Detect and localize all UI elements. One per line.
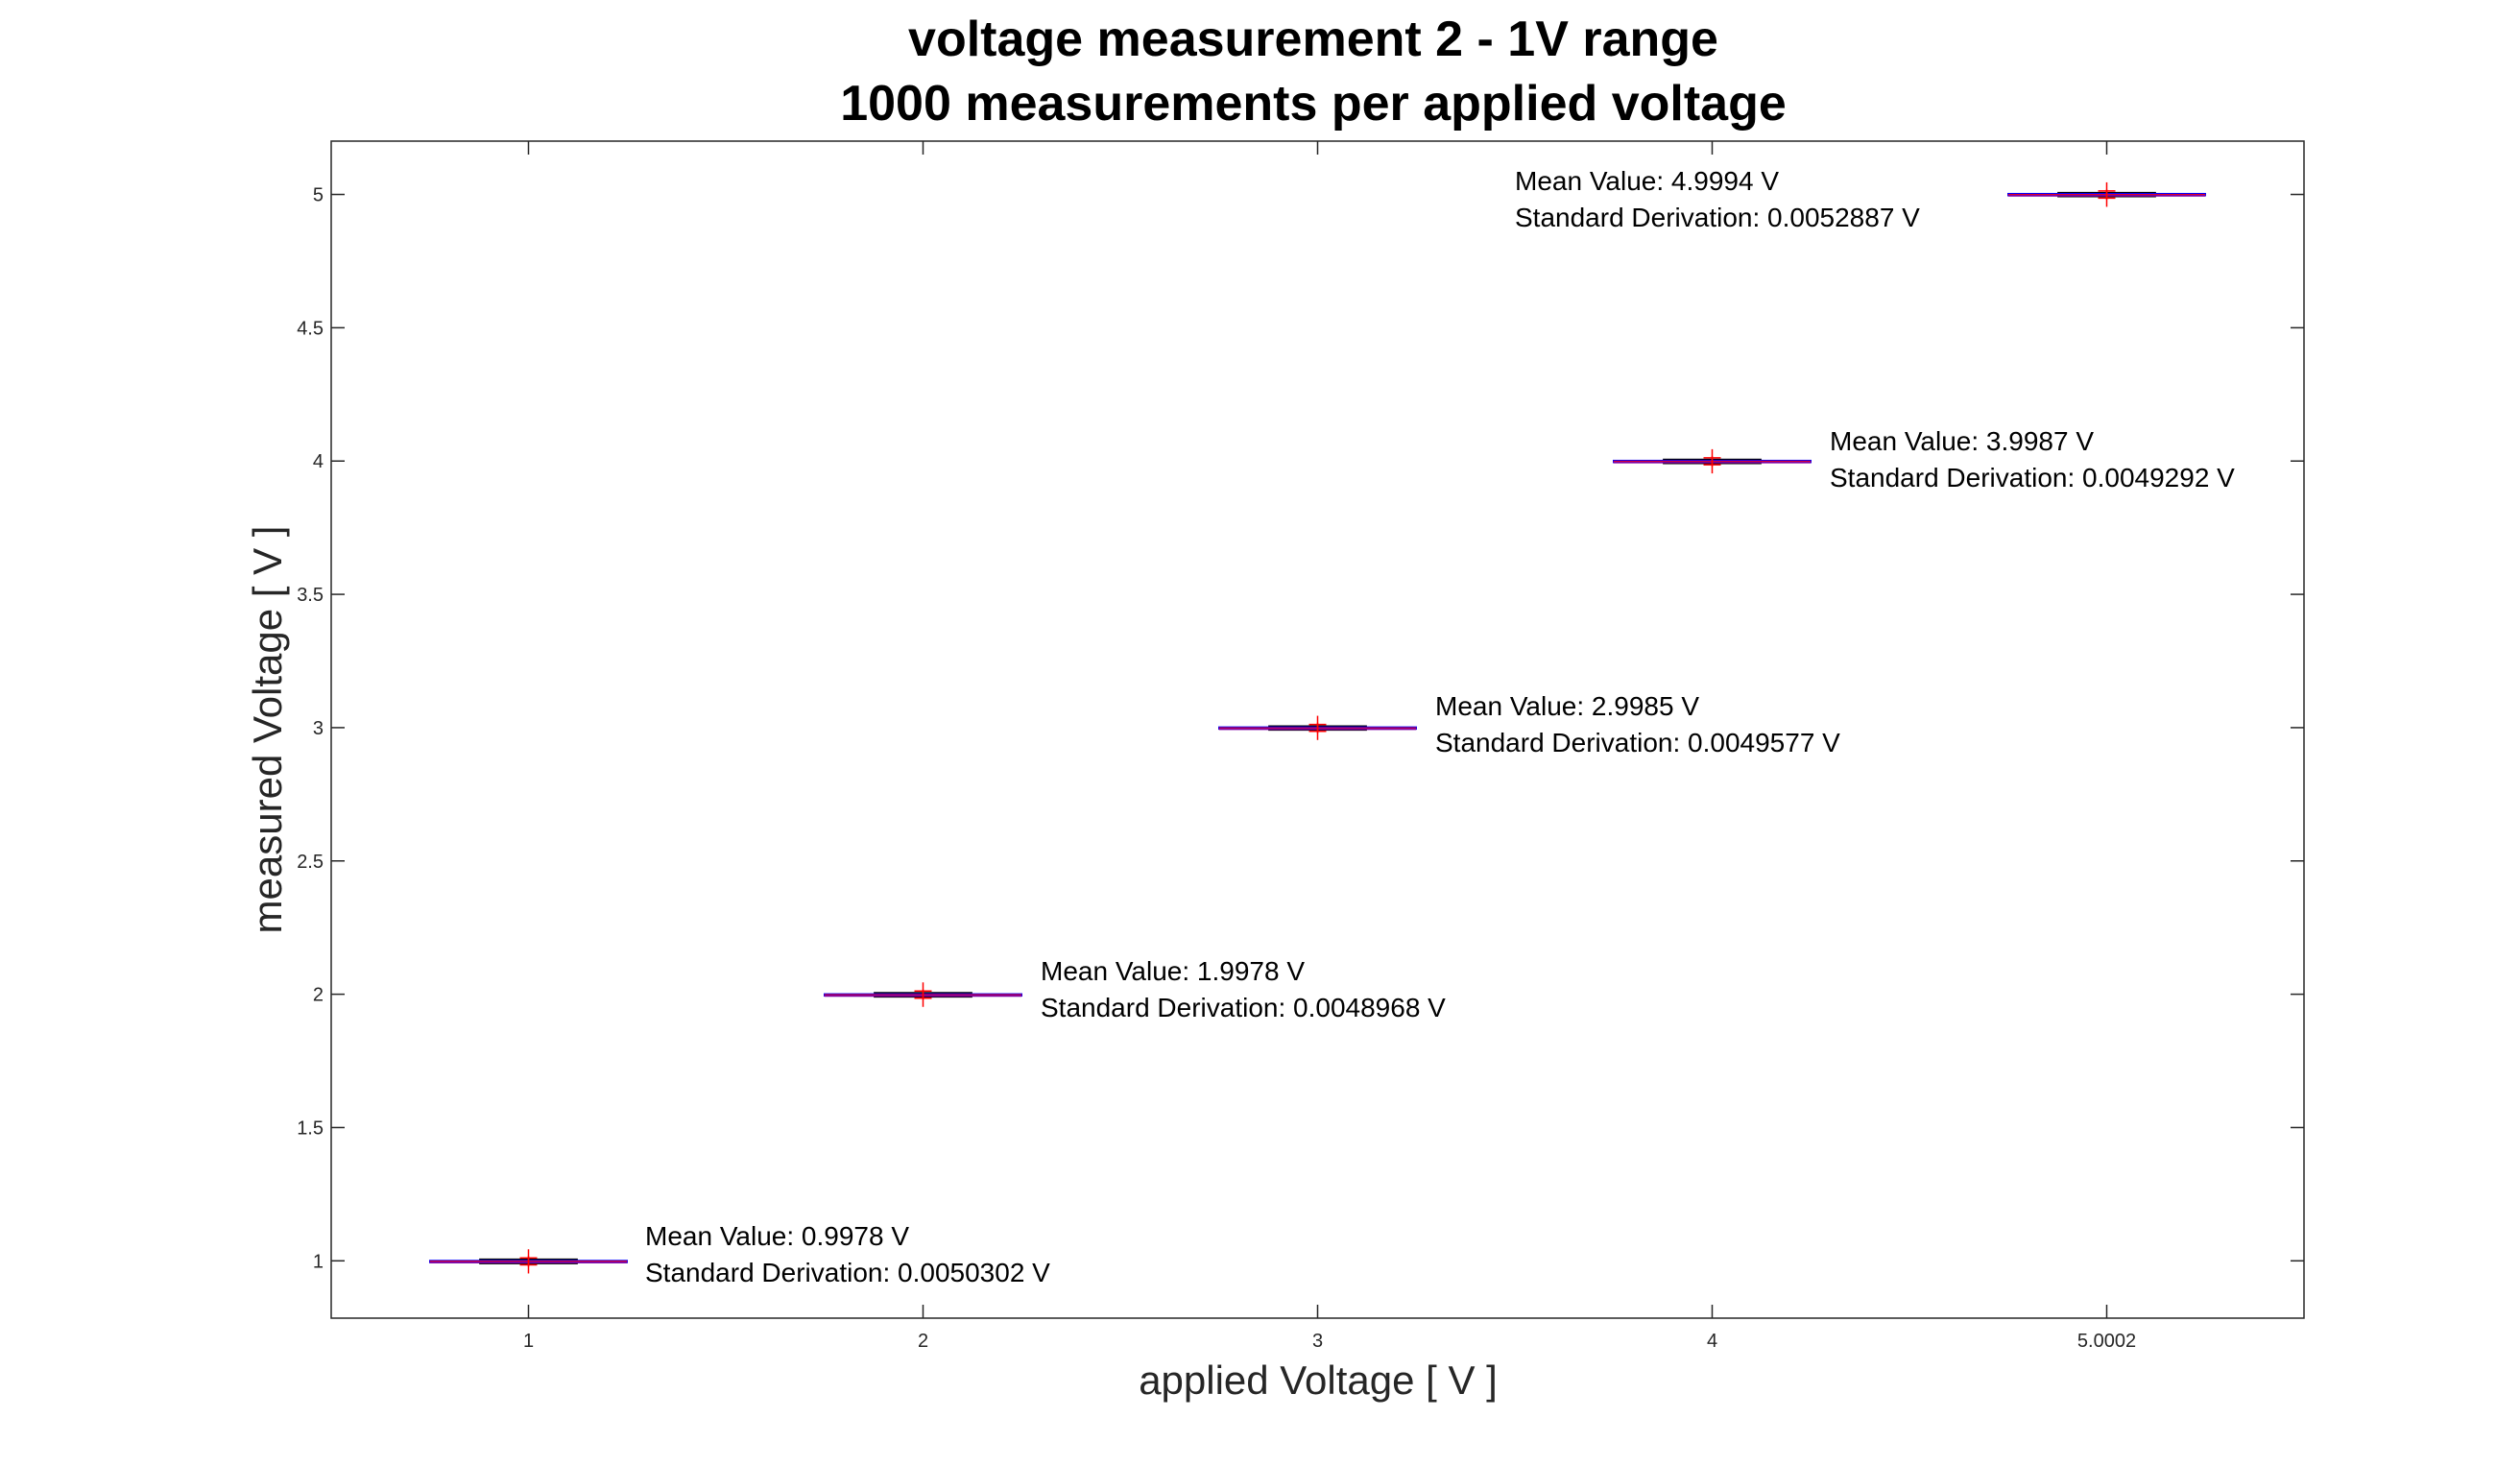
- box-1: [824, 982, 1022, 1007]
- box-4: [2007, 181, 2206, 207]
- x-tick-label-4: 5.0002: [2077, 1331, 2136, 1352]
- x-tick-label-3: 4: [1707, 1331, 1717, 1352]
- box-3: [1613, 448, 1812, 474]
- y-tick-label-6: 4: [313, 451, 324, 472]
- annotation-mean-3: Mean Value: 3.9987 V: [1830, 426, 2094, 456]
- boxes-group: [429, 181, 2206, 1274]
- axis-ticks: 1 1.5 2 2.5 3 3.5 4 4.5 5 1 2 3 4 5.0002: [297, 141, 2304, 1352]
- chart-title-line-2: 1000 measurements per applied voltage: [840, 76, 1787, 132]
- y-tick-label-1: 1.5: [297, 1118, 324, 1139]
- annotation-std-1: Standard Derivation: 0.0048968 V: [1041, 993, 1446, 1022]
- annotation-std-4: Standard Derivation: 0.0052887 V: [1515, 203, 1920, 232]
- y-tick-label-7: 4.5: [297, 318, 324, 339]
- x-tick-label-1: 2: [918, 1331, 928, 1352]
- y-tick-label-4: 3: [313, 718, 324, 739]
- y-tick-label-3: 2.5: [297, 852, 324, 873]
- annotation-mean-0: Mean Value: 0.9978 V: [645, 1221, 909, 1251]
- x-tick-label-2: 3: [1312, 1331, 1323, 1352]
- box-0: [429, 1249, 628, 1274]
- y-tick-label-0: 1: [313, 1251, 324, 1272]
- y-tick-label-2: 2: [313, 985, 324, 1006]
- annotation-std-0: Standard Derivation: 0.0050302 V: [645, 1258, 1050, 1287]
- y-tick-label-5: 3.5: [297, 585, 324, 606]
- annotation-std-2: Standard Derivation: 0.0049577 V: [1435, 728, 1840, 757]
- x-axis-label: applied Voltage [ V ]: [1139, 1358, 1498, 1403]
- annotation-mean-1: Mean Value: 1.9978 V: [1041, 956, 1305, 986]
- y-axis-label: measured Voltage [ V ]: [245, 526, 290, 934]
- chart-title-line-1: voltage measurement 2 - 1V range: [908, 12, 1718, 67]
- annotation-std-3: Standard Derivation: 0.0049292 V: [1830, 463, 2235, 493]
- annotation-mean-2: Mean Value: 2.9985 V: [1435, 691, 1699, 721]
- x-tick-label-0: 1: [523, 1331, 534, 1352]
- annotations-group: Mean Value: 0.9978 V Standard Derivation:…: [645, 166, 2235, 1287]
- annotation-mean-4: Mean Value: 4.9994 V: [1515, 166, 1779, 196]
- y-tick-label-8: 5: [313, 185, 324, 206]
- box-2: [1218, 715, 1417, 740]
